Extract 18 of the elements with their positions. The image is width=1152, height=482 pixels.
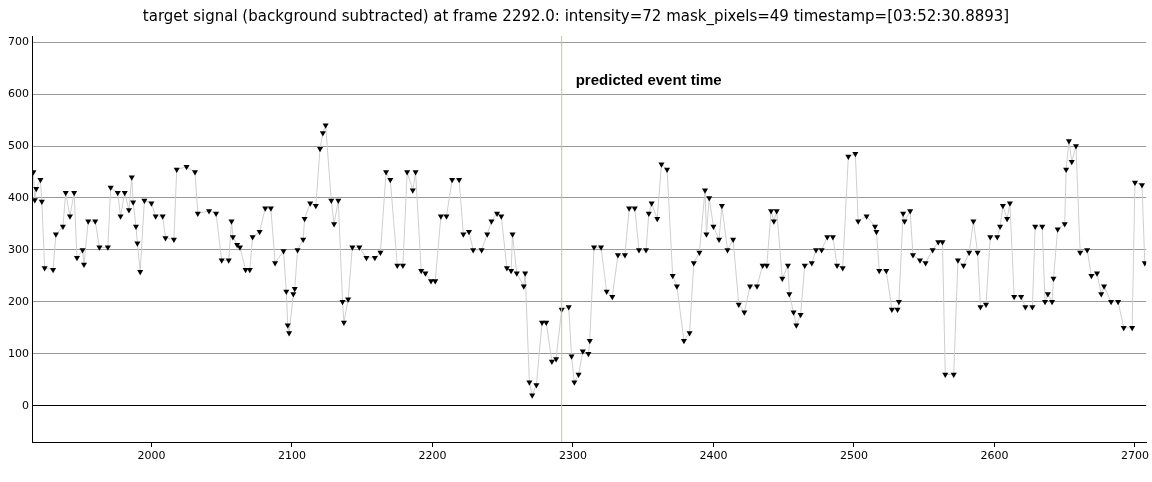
y-tick-label: 200 — [8, 294, 29, 308]
chart-title: target signal (background subtracted) at frame 2292.0: intensity=72 mask_pixels=49 timestamp=[03:52:30.8893] — [142, 6, 1010, 26]
x-tick-label: 2500 — [839, 449, 868, 463]
y-tick-label: 0 — [22, 398, 29, 412]
y-tick-label: 700 — [8, 35, 29, 49]
y-tick-label: 400 — [8, 190, 29, 204]
y-tick-label: 300 — [8, 242, 29, 256]
x-tick-label: 2000 — [137, 449, 166, 463]
x-tick-label: 2100 — [277, 449, 306, 463]
ref-line-label: predicted event time — [575, 71, 722, 89]
x-tick-label: 2700 — [1120, 449, 1149, 463]
x-tick-label: 2400 — [699, 449, 728, 463]
y-tick-label: 600 — [8, 87, 29, 101]
x-tick-label: 2200 — [418, 449, 447, 463]
y-tick-label: 500 — [8, 138, 29, 152]
x-tick-label: 2600 — [980, 449, 1009, 463]
y-tick-label: 100 — [8, 346, 29, 360]
x-tick-label: 2300 — [558, 449, 587, 463]
